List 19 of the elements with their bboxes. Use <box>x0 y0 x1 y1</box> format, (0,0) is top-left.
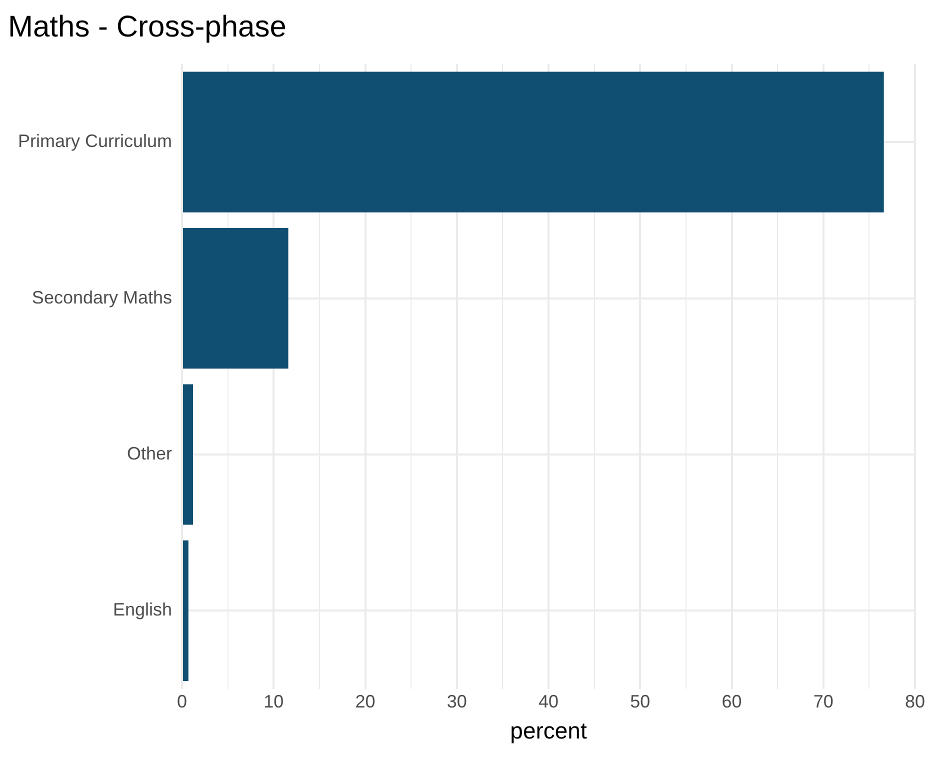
x-tick-label: 30 <box>446 692 467 712</box>
x-tick-label: 80 <box>904 692 926 712</box>
x-tick-label: 60 <box>722 692 742 712</box>
bar <box>183 228 288 369</box>
x-axis-title: percent <box>510 718 588 744</box>
x-tick-label: 70 <box>813 692 834 712</box>
y-tick-label: English <box>112 600 172 620</box>
x-tick-label: 0 <box>177 692 188 712</box>
y-tick-label: Secondary Maths <box>32 287 172 308</box>
y-tick-label: Primary Curriculum <box>18 131 172 152</box>
x-tick-label: 50 <box>630 692 650 712</box>
x-tick-label: 10 <box>264 692 284 712</box>
bar <box>183 72 884 212</box>
x-tick-label: 40 <box>538 692 559 712</box>
bar <box>183 384 194 525</box>
y-tick-label: Other <box>126 443 172 464</box>
chart-title: Maths - Cross-phase <box>8 10 286 44</box>
x-tick-label: 20 <box>355 692 376 712</box>
bar <box>183 540 188 681</box>
